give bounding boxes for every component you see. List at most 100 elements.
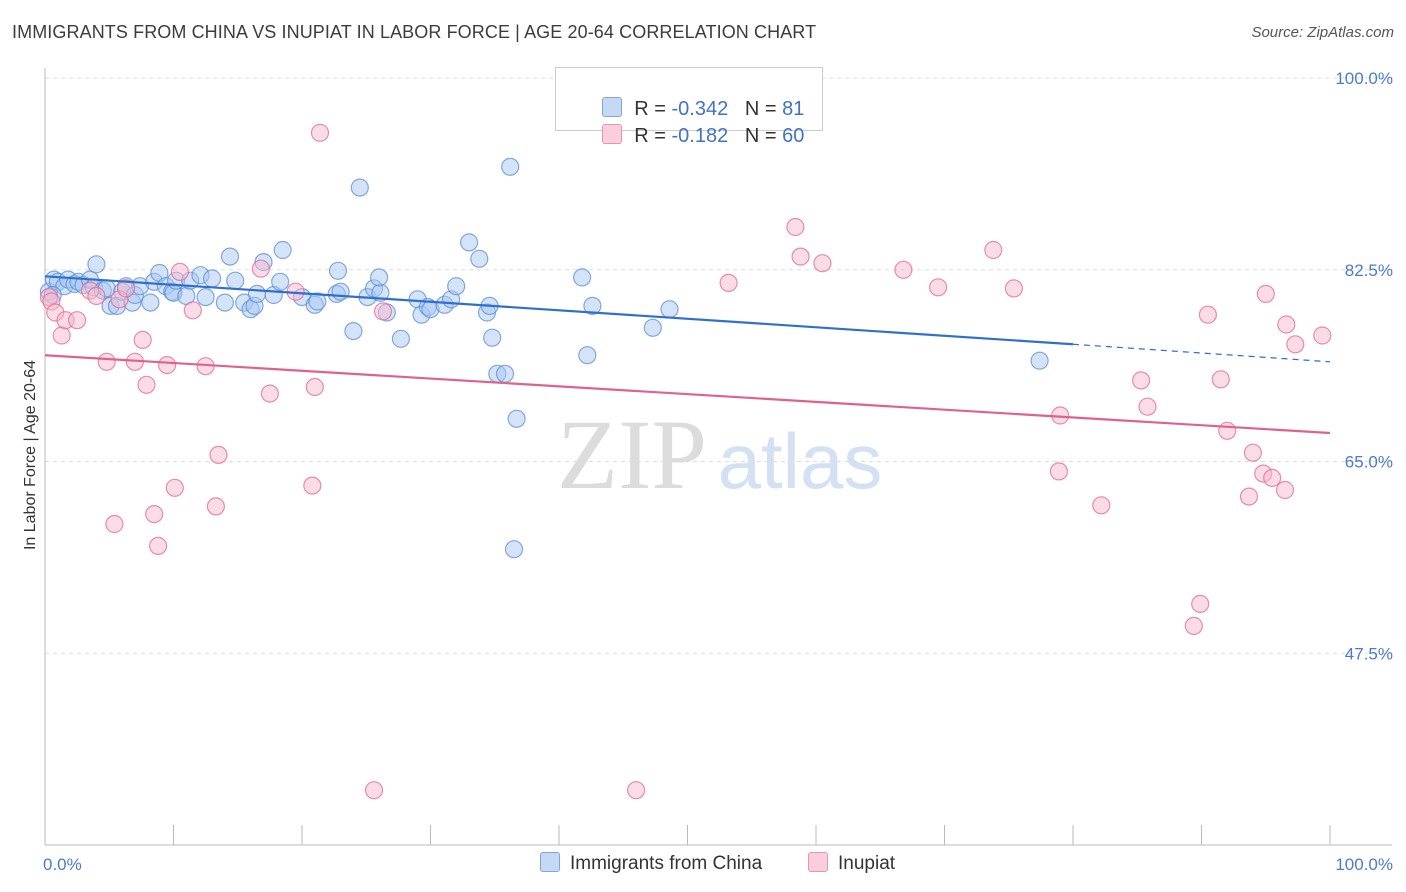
y-axis-label: In Labor Force | Age 20-64: [22, 360, 39, 550]
data-point: [1256, 284, 1275, 303]
grid-lines: [45, 77, 1392, 654]
legend-n-value-inupiat: 60: [782, 125, 805, 147]
data-point: [203, 269, 222, 288]
data-point: [483, 328, 502, 347]
bottom-legend-china: Immigrants from China: [540, 852, 762, 875]
data-point: [145, 504, 164, 524]
data-point: [206, 497, 225, 516]
bottom-legend-inupiat: Inupiat: [808, 852, 895, 875]
data-point: [1049, 462, 1069, 481]
legend-r-label: R =: [634, 125, 672, 147]
legend-row-inupiat: R = -0.182 N = 60: [580, 101, 804, 147]
data-point: [1184, 616, 1203, 636]
data-point: [507, 409, 526, 428]
data-point: [391, 329, 410, 348]
data-point: [578, 346, 597, 365]
data-point: [133, 330, 152, 349]
data-point: [170, 262, 189, 281]
data-point: [226, 271, 245, 290]
tick-labels: 47.5% 65.0% 82.5% 100.0% 0.0% 100.0%: [43, 69, 1393, 874]
data-point: [141, 293, 160, 312]
data-point: [501, 157, 520, 176]
data-point: [460, 233, 479, 252]
data-point: [165, 478, 184, 497]
data-point: [583, 296, 602, 315]
trend-line-inupiat: [44, 354, 1331, 435]
source-label: Source: ZipAtlas.com: [1251, 24, 1394, 41]
data-point: [1092, 496, 1111, 515]
data-point: [984, 240, 1003, 260]
data-point: [470, 249, 489, 268]
bottom-legend-swatch-inupiat: [808, 852, 828, 872]
data-points: [39, 123, 1332, 800]
bottom-legend-swatch-china: [540, 852, 560, 872]
axes: [44, 68, 1392, 846]
legend-swatch-inupiat: [602, 124, 623, 144]
data-point: [251, 259, 270, 278]
data-point: [1138, 397, 1157, 416]
data-point: [1313, 326, 1332, 345]
data-point: [1191, 594, 1210, 614]
stats-legend: R = -0.342 N = 81 R = -0.182 N = 60: [555, 67, 823, 147]
y-tick-label: 47.5%: [1345, 644, 1393, 663]
data-point: [215, 293, 234, 312]
data-point: [370, 268, 389, 287]
data-point: [1243, 443, 1263, 462]
data-point: [331, 282, 350, 301]
legend-n-value-china: 81: [782, 98, 805, 120]
legend-r-value-inupiat: -0.182: [671, 125, 729, 147]
watermark-zip: ZIP: [557, 399, 707, 510]
data-point: [1131, 371, 1151, 390]
data-point: [626, 781, 646, 800]
legend-swatch-china: [602, 97, 623, 117]
data-point: [572, 268, 592, 287]
data-point: [52, 326, 71, 345]
data-point: [643, 318, 662, 337]
bottom-legend-label-inupiat: Inupiat: [838, 853, 896, 874]
legend-row-china: R = -0.342 N = 81: [580, 74, 804, 120]
data-point: [504, 540, 524, 559]
data-point: [328, 261, 348, 280]
data-point: [1239, 487, 1259, 506]
data-point: [209, 445, 228, 464]
data-point: [894, 260, 913, 279]
x-tick-label-max: 100.0%: [1335, 855, 1393, 874]
data-point: [495, 364, 515, 383]
data-point: [273, 240, 292, 260]
data-point: [447, 277, 466, 296]
data-point: [373, 302, 393, 321]
data-point: [220, 247, 240, 266]
data-point: [308, 292, 327, 311]
y-tick-label: 100.0%: [1335, 69, 1393, 88]
data-point: [305, 377, 324, 397]
trend-line-china: [44, 275, 1074, 346]
data-point: [344, 322, 363, 341]
data-point: [260, 384, 279, 403]
data-point: [1277, 315, 1296, 334]
data-point: [105, 514, 124, 534]
y-tick-label: 82.5%: [1345, 261, 1393, 280]
legend-n-label: N =: [744, 98, 783, 120]
legend-r-value-china: -0.342: [671, 98, 729, 120]
legend-n-label: N =: [744, 125, 783, 147]
series-inupiat: [39, 123, 1332, 800]
data-point: [97, 352, 116, 371]
data-point: [364, 781, 384, 800]
data-point: [247, 284, 267, 303]
data-point: [928, 278, 948, 297]
data-point: [116, 279, 136, 298]
data-point: [271, 272, 290, 291]
data-point: [1211, 370, 1230, 389]
legend-r-label: R =: [634, 98, 672, 120]
data-point: [67, 311, 87, 330]
trend-line-extension-china: [1072, 343, 1331, 363]
data-point: [791, 247, 810, 266]
x-tick-label-min: 0.0%: [43, 855, 82, 874]
data-point: [137, 375, 156, 394]
series-china: [39, 157, 1049, 559]
data-point: [1218, 421, 1237, 440]
data-point: [1030, 351, 1049, 370]
data-point: [350, 178, 369, 197]
chart-title: IMMIGRANTS FROM CHINA VS INUPIAT IN LABO…: [12, 22, 817, 42]
data-point: [660, 300, 679, 319]
